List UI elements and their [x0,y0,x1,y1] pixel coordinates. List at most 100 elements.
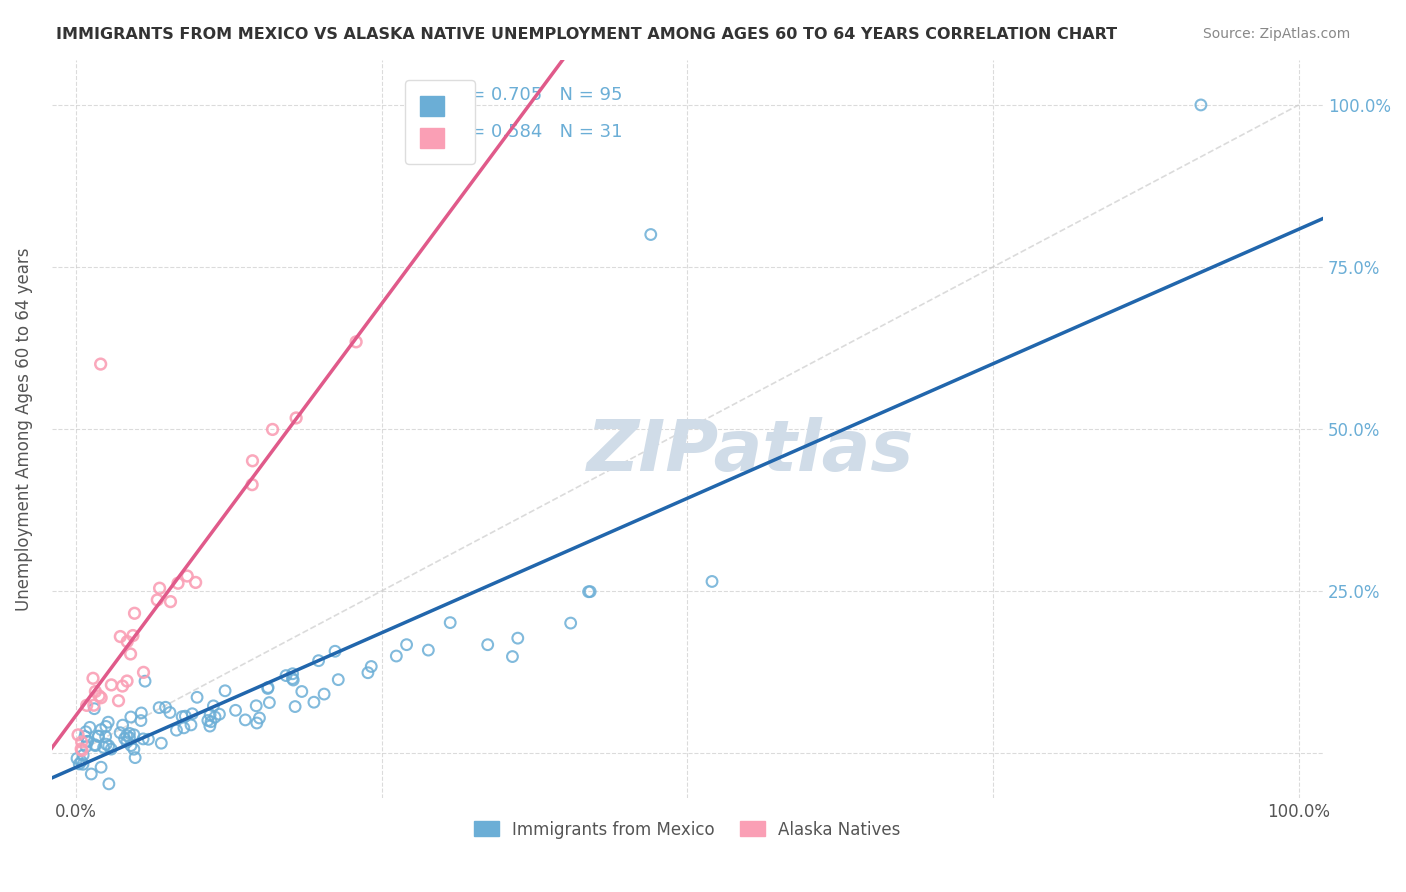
Point [90,690,112,705]
Point [148,700,170,714]
Point [90,760,112,774]
Point [72,757,94,772]
Point [97,739,120,753]
Point [87,730,110,744]
Point [150,736,173,750]
Point [198,719,221,733]
Point [477,638,499,652]
Point [115,673,138,688]
Point [285,411,308,425]
Point [70,742,93,756]
Point [146,593,169,607]
Point [233,713,256,727]
Text: R = 0.584   N = 31: R = 0.584 N = 31 [453,123,623,141]
Point [67,756,90,771]
Point [246,716,269,731]
Point [70,755,93,769]
Legend: Immigrants from Mexico, Alaska Natives: Immigrants from Mexico, Alaska Natives [467,814,907,846]
Point [579,584,602,599]
Point [256,681,278,696]
Point [76,698,98,713]
Point [115,634,138,648]
Point [97,715,120,730]
Point [245,698,267,713]
Point [96,737,118,751]
Point [357,665,380,680]
Point [72,748,94,763]
Point [308,654,330,668]
Point [159,706,181,720]
Point [200,714,222,729]
Point [79,720,101,734]
Point [89,689,111,703]
Point [439,615,461,630]
Point [115,735,138,749]
Point [120,647,142,661]
Point [180,718,202,732]
Point [134,674,156,689]
Point [202,698,225,713]
Point [138,732,160,747]
Point [385,648,408,663]
Point [291,684,314,698]
Point [344,334,367,349]
Point [700,574,723,589]
Point [82,671,104,685]
Point [214,683,236,698]
Point [184,575,207,590]
Point [84,684,107,698]
Point [1189,98,1212,112]
Point [283,673,305,687]
Point [94,719,117,733]
Point [115,728,138,742]
Point [360,659,382,673]
Point [70,735,93,749]
Point [159,594,181,608]
Point [124,750,146,764]
Point [67,728,90,742]
Point [198,707,221,722]
Point [149,581,172,595]
Point [560,616,582,631]
Point [132,665,155,680]
Point [314,687,336,701]
Point [122,728,145,742]
Point [259,696,281,710]
Point [501,649,523,664]
Point [111,679,134,693]
Point [108,725,131,739]
Point [262,422,284,436]
Point [186,690,208,705]
Point [110,630,132,644]
Point [90,723,112,737]
Point [97,777,120,791]
Point [249,711,271,725]
Point [124,607,146,621]
Point [120,739,142,753]
Point [76,734,98,748]
Point [281,672,304,686]
Point [100,678,122,692]
Point [172,709,194,723]
Point [120,710,142,724]
Point [640,227,662,242]
Point [66,751,89,765]
Point [100,742,122,756]
Point [111,718,134,732]
Point [274,668,297,682]
Y-axis label: Unemployment Among Ages 60 to 64 years: Unemployment Among Ages 60 to 64 years [15,247,32,611]
Point [395,638,418,652]
Point [204,710,226,724]
Point [76,734,98,748]
Point [107,694,129,708]
Point [93,740,115,755]
Point [176,569,198,583]
Point [578,584,600,599]
Point [166,723,188,738]
Point [129,714,152,728]
Point [167,576,190,591]
Point [94,730,117,744]
Point [302,695,325,709]
Point [118,726,141,740]
Point [84,739,107,753]
